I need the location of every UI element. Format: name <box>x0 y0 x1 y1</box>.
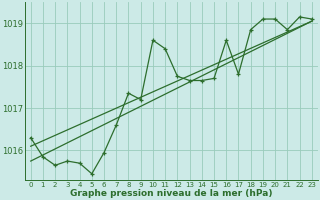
X-axis label: Graphe pression niveau de la mer (hPa): Graphe pression niveau de la mer (hPa) <box>70 189 273 198</box>
